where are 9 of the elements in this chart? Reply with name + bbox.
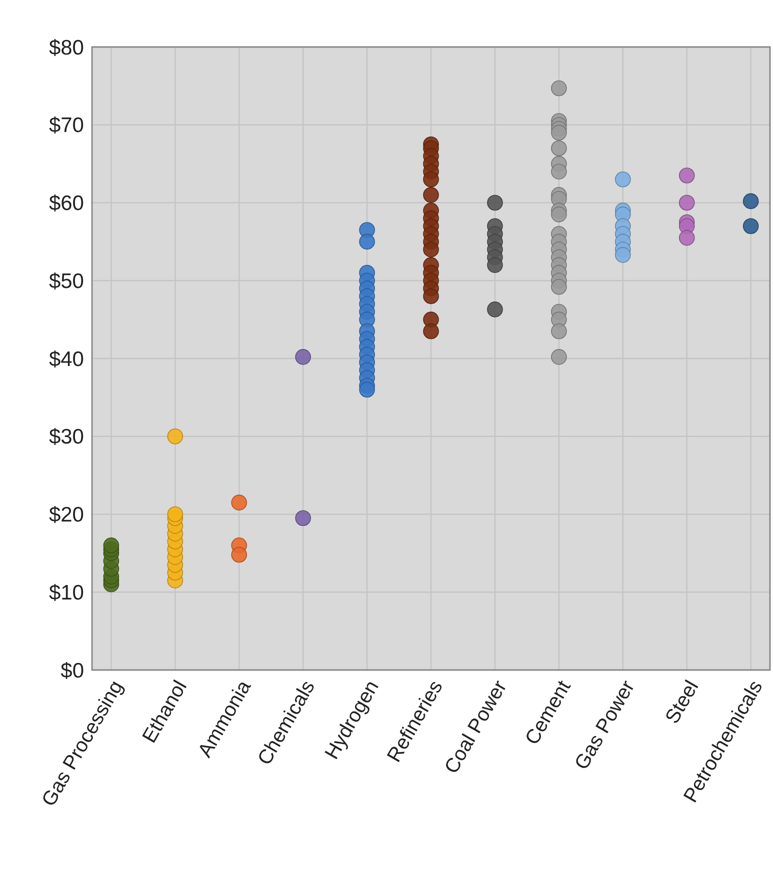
y-tick-label: $40 [48, 348, 84, 371]
y-tick-label: $70 [48, 114, 84, 138]
y-tick-label: $30 [48, 426, 84, 449]
y-tick-label: $20 [48, 504, 84, 527]
y-tick-label: $60 [48, 192, 84, 216]
y-tick-label: $80 [48, 36, 84, 60]
y-tick-label: $50 [48, 270, 84, 293]
y-tick-label: $0 [60, 659, 84, 682]
y-tick-label: $10 [48, 581, 84, 604]
